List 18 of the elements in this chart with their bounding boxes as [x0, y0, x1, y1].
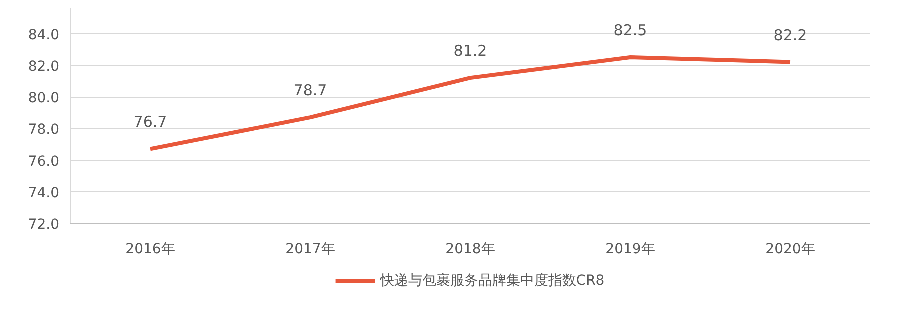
y-tick-label: 72.0	[28, 217, 60, 233]
data-label: 78.7	[294, 82, 328, 100]
y-tick-label: 74.0	[28, 185, 60, 202]
x-tick-label: 2016年	[126, 242, 176, 258]
legend-label: 快递与包裹服务品牌集中度指数CR8	[380, 272, 605, 290]
x-tick-label: 2018年	[446, 242, 496, 258]
x-tick-label: 2017年	[286, 242, 336, 258]
data-label: 82.2	[774, 26, 808, 44]
y-tick-label: 76.0	[28, 154, 60, 170]
data-label: 81.2	[454, 42, 488, 60]
data-label: 76.7	[134, 113, 168, 132]
y-tick-label: 80.0	[28, 90, 60, 107]
x-tick-label: 2019年	[606, 242, 656, 258]
y-tick-label: 78.0	[28, 122, 60, 138]
x-tick-label: 2020年	[766, 242, 816, 258]
y-tick-label: 82.0	[28, 58, 60, 75]
y-tick-label: 84.0	[28, 27, 60, 44]
data-label: 82.5	[614, 22, 648, 40]
